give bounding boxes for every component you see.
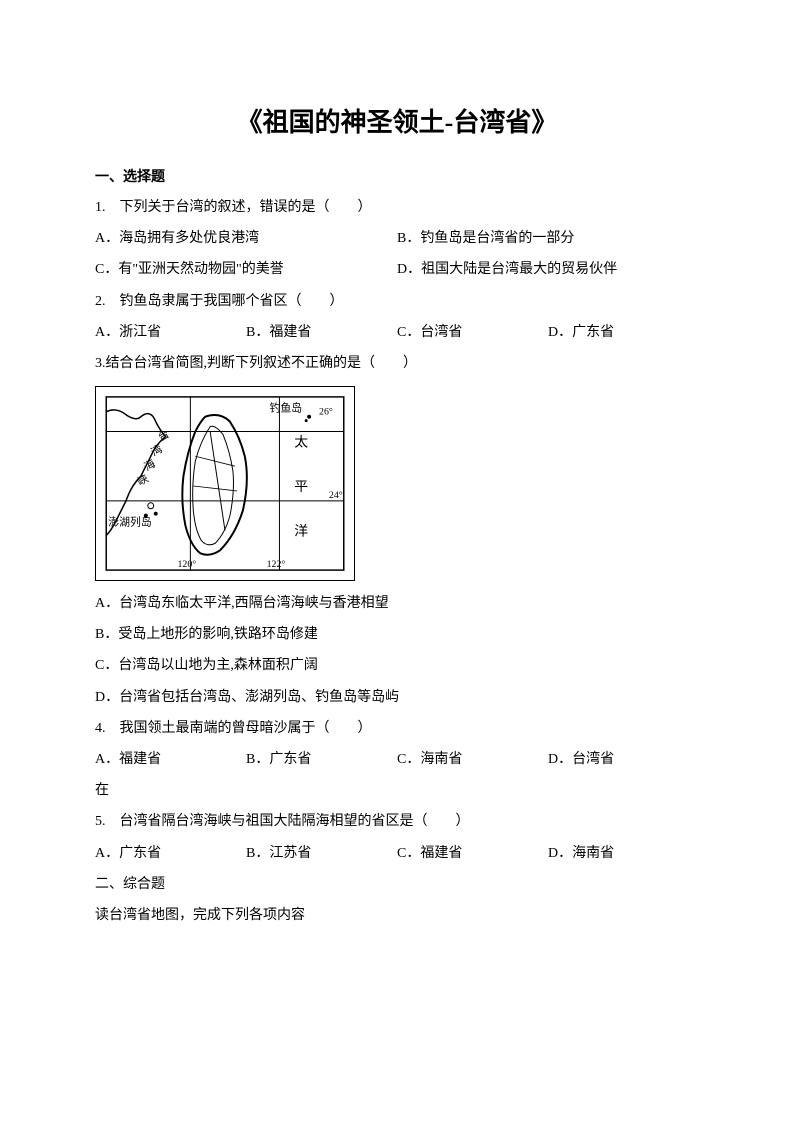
taiwan-map: 钓鱼岛 26° 24° 120° 122° 澎湖列岛 太 平 洋 台 湾 海 峡: [95, 386, 355, 581]
map-label-ping: 平: [294, 479, 308, 494]
q5-optA: A．广东省: [95, 841, 246, 866]
q1-text: 1. 下列关于台湾的叙述，错误的是（ ）: [95, 195, 699, 220]
map-label-lon122: 122°: [267, 559, 286, 570]
extra-line: 在: [95, 778, 699, 803]
map-label-diaoyu: 钓鱼岛: [270, 401, 303, 415]
q2-optA: A．浙江省: [95, 320, 246, 345]
q2-optC: C．台湾省: [397, 320, 548, 345]
q1-optB: B．钓鱼岛是台湾省的一部分: [397, 226, 699, 251]
q2-optB: B．福建省: [246, 320, 397, 345]
q3-optC: C．台湾岛以山地为主,森林面积广阔: [95, 653, 699, 678]
map-label-lon120: 120°: [177, 559, 196, 570]
q4-optB: B．广东省: [246, 747, 397, 772]
section2-header: 二、综合题: [95, 872, 699, 897]
q2-optD: D．广东省: [548, 320, 699, 345]
q5-options: A．广东省 B．江苏省 C．福建省 D．海南省: [95, 841, 699, 866]
q1-optA: A．海岛拥有多处优良港湾: [95, 226, 397, 251]
map-label-yang: 洋: [294, 524, 308, 539]
q4-optD: D．台湾省: [548, 747, 699, 772]
q3-optD: D．台湾省包括台湾岛、澎湖列岛、钓鱼岛等岛屿: [95, 685, 699, 710]
map-label-tai: 太: [294, 434, 308, 449]
q3-optB: B．受岛上地形的影响,铁路环岛修建: [95, 622, 699, 647]
q5-text: 5. 台湾省隔台湾海峡与祖国大陆隔海相望的省区是（ ）: [95, 809, 699, 834]
q4-options: A．福建省 B．广东省 C．海南省 D．台湾省: [95, 747, 699, 772]
section1-header: 一、选择题: [95, 165, 699, 190]
q3-optA: A．台湾岛东临太平洋,西隔台湾海峡与香港相望: [95, 591, 699, 616]
section2-intro: 读台湾省地图，完成下列各项内容: [95, 903, 699, 928]
q2-text: 2. 钓鱼岛隶属于我国哪个省区（ ）: [95, 289, 699, 314]
q1-optD: D．祖国大陆是台湾最大的贸易伙伴: [397, 257, 699, 282]
map-label-strait1: 台: [155, 427, 172, 445]
q3-text: 3.结合台湾省简图,判断下列叙述不正确的是（ ）: [95, 351, 699, 376]
q4-optC: C．海南省: [397, 747, 548, 772]
map-label-lat24: 24°: [329, 490, 343, 501]
q1-options-row1: A．海岛拥有多处优良港湾 B．钓鱼岛是台湾省的一部分: [95, 226, 699, 251]
q1-options-row2: C．有"亚洲天然动物园"的美誉 D．祖国大陆是台湾最大的贸易伙伴: [95, 257, 699, 282]
q5-optD: D．海南省: [548, 841, 699, 866]
map-label-lat26: 26°: [319, 407, 333, 418]
q4-text: 4. 我国领土最南端的曾母暗沙属于（ ）: [95, 716, 699, 741]
q1-optC: C．有"亚洲天然动物园"的美誉: [95, 257, 397, 282]
map-label-penghu: 澎湖列岛: [108, 515, 152, 529]
q4-optA: A．福建省: [95, 747, 246, 772]
q5-optB: B．江苏省: [246, 841, 397, 866]
q2-options: A．浙江省 B．福建省 C．台湾省 D．广东省: [95, 320, 699, 345]
page-title: 《祖国的神圣领土-台湾省》: [95, 100, 699, 147]
map-svg: 钓鱼岛 26° 24° 120° 122° 澎湖列岛 太 平 洋 台 湾 海 峡: [96, 387, 354, 580]
q5-optC: C．福建省: [397, 841, 548, 866]
